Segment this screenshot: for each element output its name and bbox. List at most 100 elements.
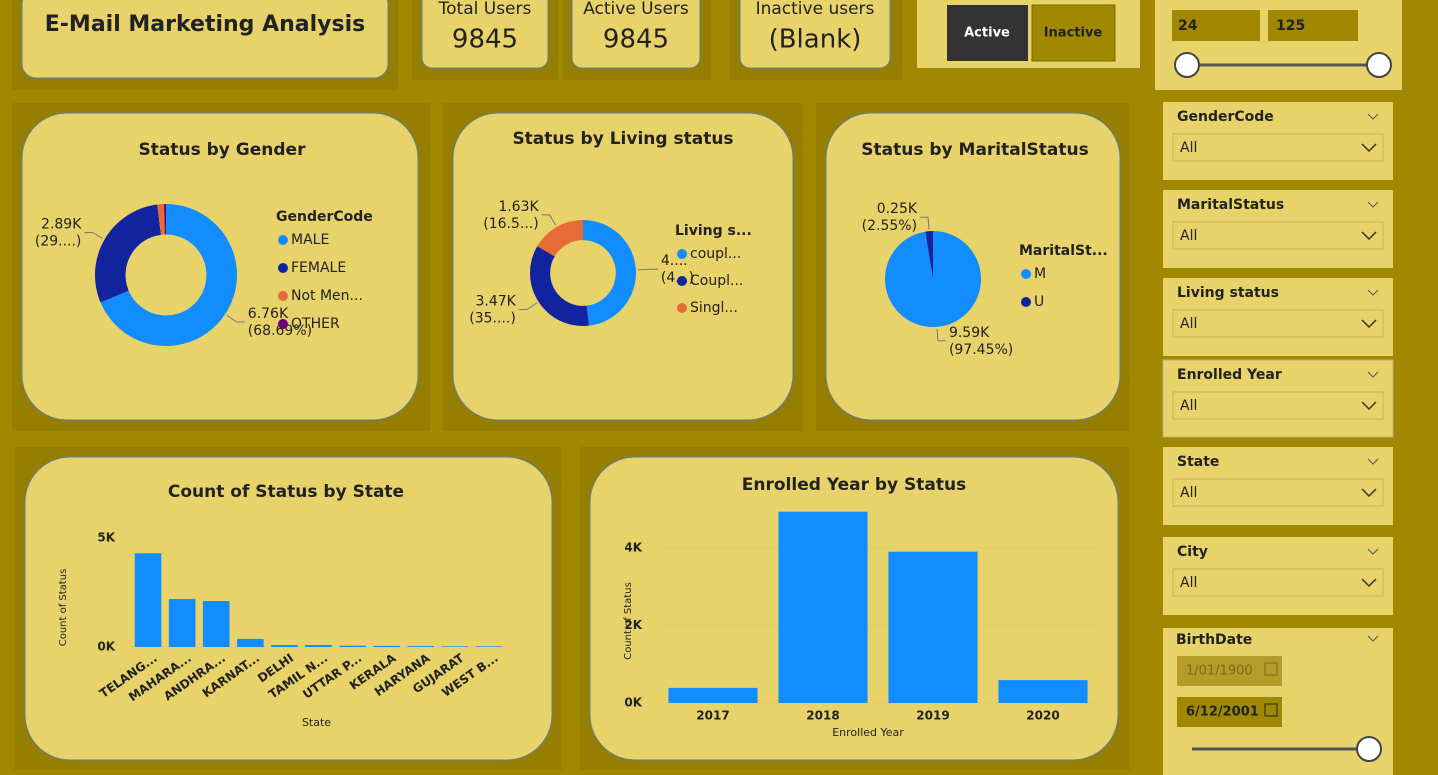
x-axis-title: State	[302, 716, 331, 729]
bar	[271, 645, 298, 647]
legend-label: MALE	[291, 232, 329, 248]
dropdown[interactable]	[1172, 309, 1384, 338]
y-axis-title: Count of Status	[58, 569, 69, 647]
bar	[202, 601, 230, 647]
chart-title: Status by Gender	[139, 140, 307, 160]
legend-label: Singl...	[690, 300, 738, 316]
slicer-title: Enrolled Year	[1177, 367, 1282, 383]
date-start: 1/01/1900	[1186, 664, 1253, 679]
chart-title: Status by Living status	[512, 129, 733, 149]
date-end: 6/12/2001	[1186, 705, 1259, 720]
dropdown-value: All	[1180, 140, 1197, 156]
dropdown-arrow	[1361, 319, 1377, 329]
slice	[157, 204, 165, 235]
data-label: (68.69%)	[248, 323, 312, 339]
legend-label: Coupl...	[690, 273, 743, 289]
legend-label: Not Men...	[291, 288, 363, 304]
slice	[583, 220, 637, 326]
dropdown-arrow	[1361, 231, 1377, 241]
legend-label: U	[1034, 294, 1044, 310]
card	[421, 0, 549, 69]
legend-marker	[677, 303, 687, 313]
x-axis-title: Enrolled Year	[832, 726, 904, 739]
slicer-title: City	[1177, 544, 1208, 560]
inactive-button[interactable]	[1031, 4, 1116, 62]
dropdown[interactable]	[1172, 133, 1384, 162]
legend-title: GenderCode	[276, 209, 373, 225]
card-label: Inactive users	[756, 0, 875, 19]
chart-title: Count of Status by State	[168, 482, 404, 502]
y-tick-label: 2K	[624, 618, 642, 632]
range-max-box[interactable]	[1268, 10, 1358, 41]
y-tick-label: 4K	[624, 540, 642, 554]
slice	[95, 204, 161, 303]
dropdown-value: All	[1180, 316, 1197, 332]
legend-marker	[278, 235, 288, 245]
chart-title: Enrolled Year by Status	[742, 475, 966, 495]
bar	[778, 511, 868, 703]
x-tick-label: 2020	[1026, 709, 1059, 723]
chart-title: Status by MaritalStatus	[861, 140, 1089, 160]
x-tick-label: 2017	[696, 709, 729, 723]
slice	[100, 204, 237, 347]
dropdown[interactable]	[1172, 221, 1384, 250]
leader-line	[226, 314, 245, 323]
x-tick-label: 2018	[806, 709, 839, 723]
legend-label: M	[1034, 266, 1046, 282]
dropdown[interactable]	[1172, 478, 1384, 507]
legend-marker	[278, 263, 288, 273]
dropdown-value: All	[1180, 398, 1197, 414]
chevron	[1367, 113, 1379, 120]
dropdown-arrow	[1361, 488, 1377, 498]
slicer-title: State	[1177, 454, 1219, 470]
chevron	[1367, 289, 1379, 296]
data-label: 3.47K	[475, 294, 516, 310]
legend-title: Living s...	[675, 223, 752, 239]
dropdown-arrow	[1361, 401, 1377, 411]
dropdown-arrow	[1361, 578, 1377, 588]
bar	[888, 551, 978, 703]
leader-line	[541, 214, 557, 226]
leader-line	[637, 268, 658, 271]
bar	[441, 646, 469, 647]
data-label: (35....)	[469, 311, 516, 327]
range-handle[interactable]	[1174, 52, 1200, 78]
dropdown[interactable]	[1172, 568, 1384, 597]
legend-marker	[677, 249, 687, 259]
slicer-title: Living status	[1177, 285, 1279, 301]
slice	[537, 220, 583, 257]
legend-marker	[278, 319, 288, 329]
data-label: 1.63K	[498, 199, 539, 215]
range-handle[interactable]	[1366, 52, 1392, 78]
legend-label: coupl...	[690, 246, 741, 262]
calendar-icon	[1264, 703, 1278, 717]
data-label: (29....)	[35, 233, 82, 249]
legend-marker	[278, 291, 288, 301]
dropdown[interactable]	[1172, 391, 1384, 420]
chevron	[1367, 201, 1379, 208]
legend-marker	[1021, 269, 1031, 279]
y-tick-label: 5K	[97, 531, 115, 545]
button-label: Inactive	[1044, 26, 1103, 41]
bar	[998, 680, 1088, 703]
legend-marker	[677, 276, 687, 286]
slice	[163, 204, 166, 235]
calendar-icon	[1264, 662, 1278, 676]
slicer-title: GenderCode	[1177, 109, 1274, 125]
range-min: 24	[1178, 18, 1198, 34]
slice	[884, 231, 981, 327]
date-handle[interactable]	[1356, 736, 1382, 762]
bar	[305, 645, 332, 647]
active-button[interactable]	[947, 5, 1028, 61]
dropdown-value: All	[1180, 575, 1197, 591]
range-min-box[interactable]	[1172, 10, 1260, 41]
legend-label: FEMALE	[291, 260, 346, 276]
chevron	[1367, 548, 1379, 555]
button-label: Active	[964, 26, 1010, 41]
chevron	[1367, 371, 1379, 378]
card-label: Active Users	[583, 0, 689, 19]
bar	[168, 599, 196, 647]
card-value: 9845	[452, 25, 518, 55]
